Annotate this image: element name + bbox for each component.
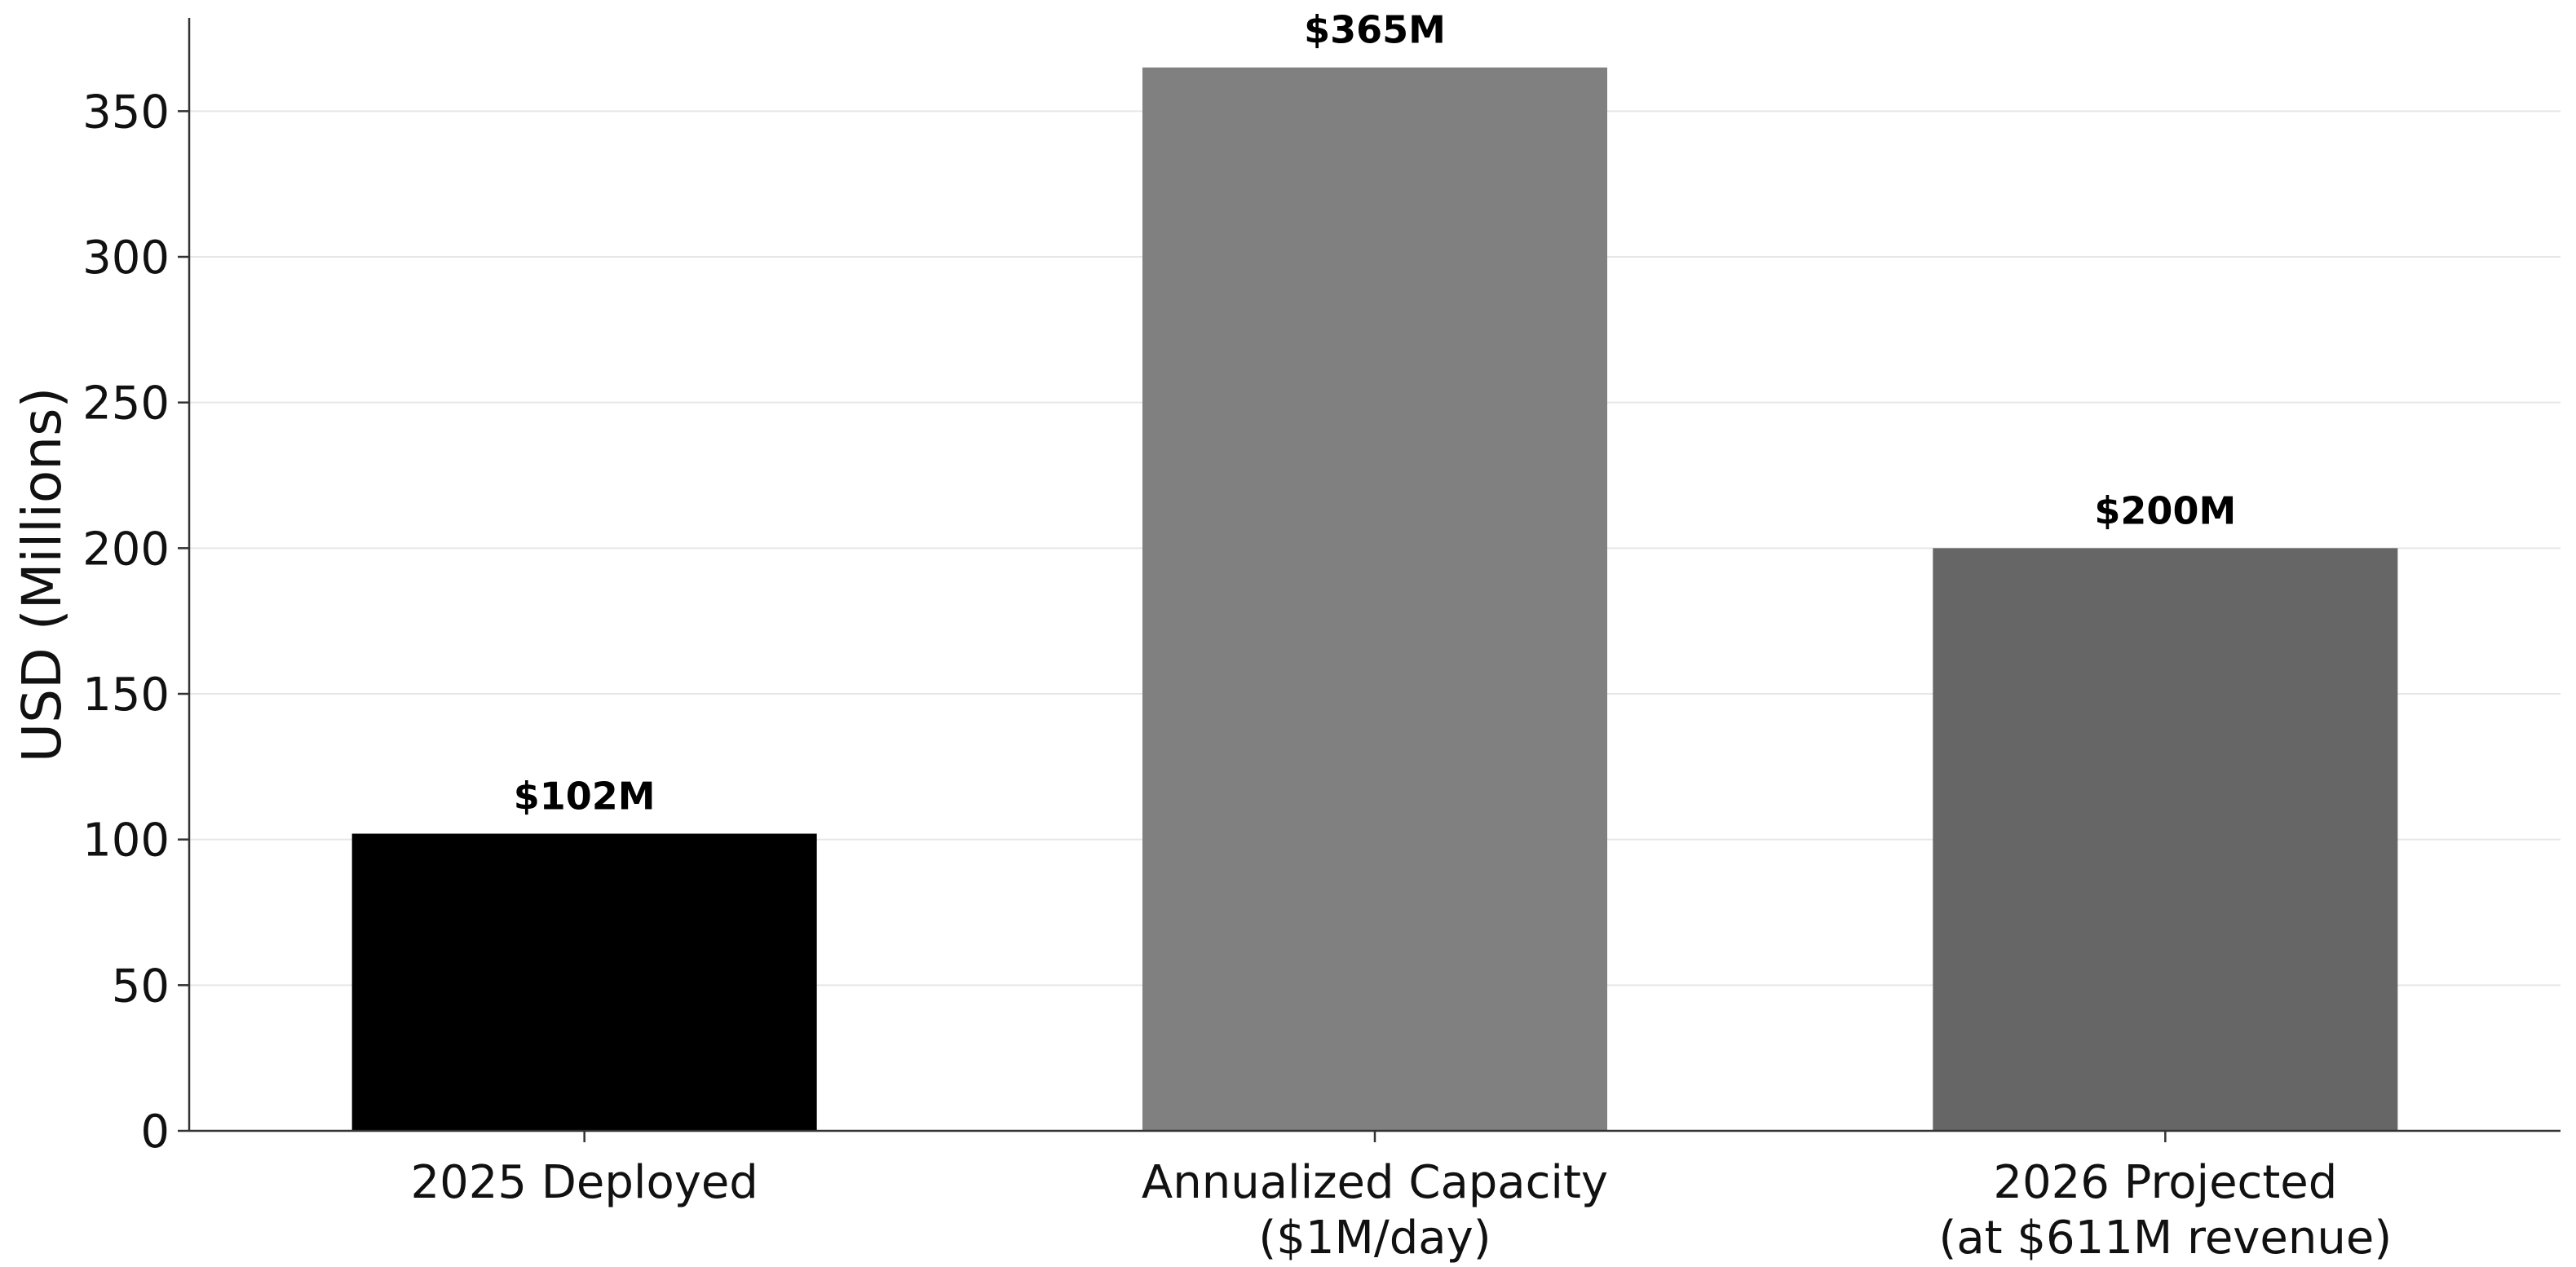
axes: [178, 18, 2561, 1142]
y-tick-label-150: 150: [82, 669, 170, 722]
bar-1: [351, 833, 817, 1131]
x-category-label-3: 2026 Projected (at $611M revenue): [1938, 1156, 2392, 1265]
y-tick-label-250: 250: [82, 377, 170, 430]
y-tick-label-200: 200: [82, 523, 170, 576]
data-label-2: $365M: [1304, 8, 1446, 52]
data-label-1: $102M: [514, 775, 656, 819]
data-label-3: $200M: [2094, 488, 2236, 532]
x-category-label-2: Annualized Capacity ($1M/day): [1142, 1156, 1608, 1265]
y-tick-label-100: 100: [82, 814, 170, 867]
x-category-label-line: (at $611M revenue): [1938, 1212, 2392, 1265]
bar-3: [1933, 548, 2398, 1131]
x-category-label-line: Annualized Capacity: [1142, 1156, 1608, 1209]
y-tick-label-300: 300: [82, 232, 170, 285]
x-category-label-line: 2025 Deployed: [410, 1156, 758, 1209]
x-category-label-line: 2026 Projected: [1993, 1156, 2337, 1209]
y-axis-title: USD (Millions): [11, 387, 73, 762]
labels: 0 50 100 150 200 250 300 350 $102M 2025 Deployed $…: [82, 8, 2392, 1265]
y-tick-label-50: 50: [112, 960, 170, 1013]
bars: [351, 67, 2398, 1131]
x-category-label-line: ($1M/day): [1258, 1212, 1491, 1265]
bar-2: [1142, 67, 1607, 1131]
y-tick-label-350: 350: [82, 86, 170, 139]
y-tick-label-0: 0: [140, 1106, 170, 1159]
x-category-label-1: 2025 Deployed: [410, 1156, 758, 1209]
